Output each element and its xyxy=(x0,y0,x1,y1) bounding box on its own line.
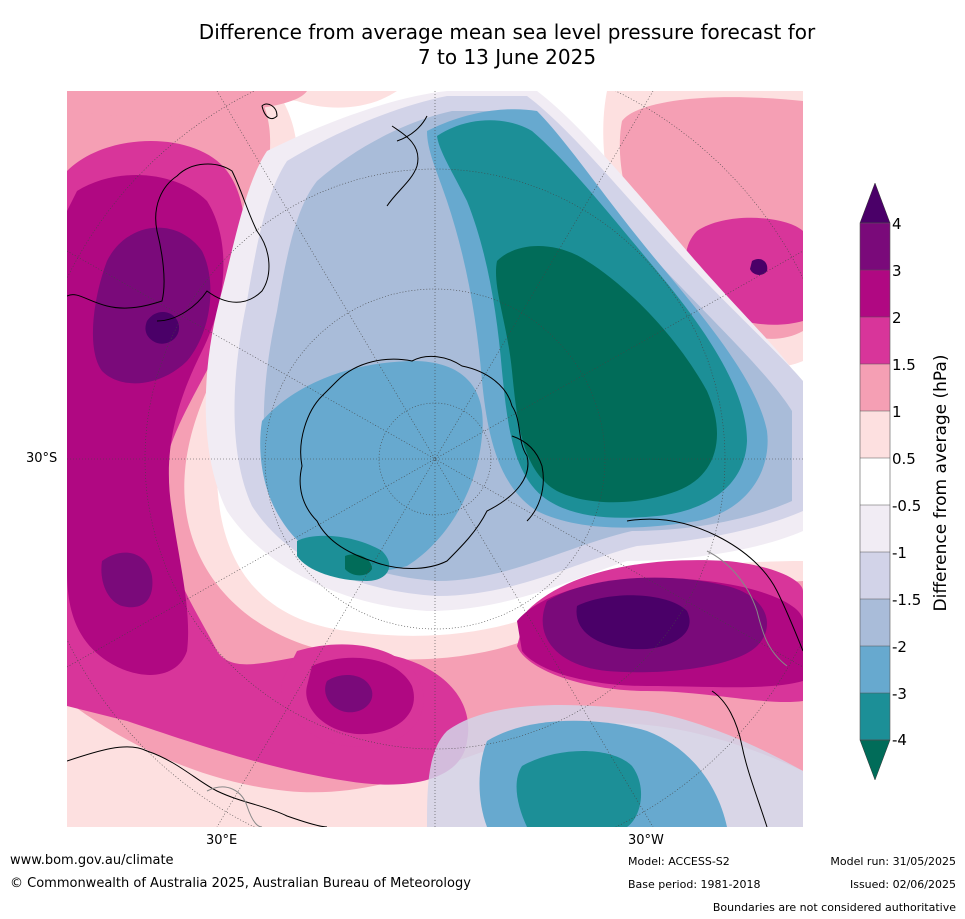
colorbar-tick-neg-1-5: -1.5 xyxy=(892,591,922,609)
colorbar-tick-0-5: 0.5 xyxy=(892,450,916,468)
contour-pos-3-west xyxy=(92,227,211,384)
issued-text: Issued: 02/06/2025 xyxy=(849,878,956,891)
colorbar-band-3-4 xyxy=(860,223,890,270)
colorbar-band-1-5-2 xyxy=(860,317,890,364)
contour-neg-2-south-land xyxy=(260,361,483,571)
colorbar-tick-neg-0-5: -0.5 xyxy=(892,497,922,515)
map-svg xyxy=(67,91,803,827)
copyright-text: © Commonwealth of Australia 2025, Austra… xyxy=(10,876,471,891)
contour-pos-4-east xyxy=(576,595,690,650)
australia-coastline xyxy=(67,163,270,322)
colorbar-tick-2: 2 xyxy=(892,309,902,327)
colorbar-band-2-3 xyxy=(860,270,890,317)
colorbar-tick-3: 3 xyxy=(892,262,902,280)
title-line-2: 7 to 13 June 2025 xyxy=(417,45,597,69)
antarctica-coastline xyxy=(299,355,529,569)
contour-pos-1-nw-band xyxy=(67,91,307,117)
map-title: Difference from average mean sea level p… xyxy=(67,20,947,70)
africa-coast xyxy=(67,746,328,827)
colorbar-tick-neg-2: -2 xyxy=(892,638,907,656)
colorbar-band-1-1-5 xyxy=(860,364,890,411)
contour-pos-3-sw xyxy=(101,552,153,608)
colorbar-band-neg-1-5-2 xyxy=(860,599,890,646)
contour-pos-4-ne xyxy=(750,259,768,275)
colorbar-band-neg-3-4 xyxy=(860,693,890,740)
africa-inland xyxy=(206,786,263,827)
new-zealand-coast xyxy=(386,125,419,207)
tasmania-coast xyxy=(261,103,278,119)
colorbar-extend-min xyxy=(859,739,891,781)
colorbar-tick-neg-1: -1 xyxy=(892,544,907,562)
colorbar-tick-1: 1 xyxy=(892,403,902,421)
contour-pos-3-south xyxy=(325,675,373,713)
new-zealand-north xyxy=(396,115,428,142)
colorbar-band-neutral xyxy=(860,458,890,505)
model-run-text: Model run: 31/05/2025 xyxy=(830,855,956,868)
longitude-label-30e: 30°E xyxy=(206,833,238,848)
colorbar-band-neg-0-5-1 xyxy=(860,505,890,552)
colorbar-band-neg-1-1-5 xyxy=(860,552,890,599)
contour-neg-4-sw xyxy=(345,554,372,576)
south-america-coast xyxy=(626,518,803,652)
website-link[interactable]: www.bom.gov.au/climate xyxy=(10,853,174,868)
model-text: Model: ACCESS-S2 xyxy=(628,855,730,868)
contour-pos-4-west xyxy=(145,311,180,344)
contour-neg-south-core xyxy=(516,751,642,827)
base-period-text: Base period: 1981-2018 xyxy=(628,878,761,891)
boundary-disclaimer: Boundaries are not considered authoritat… xyxy=(712,901,956,914)
colorbar-tick-neg-3: -3 xyxy=(892,685,907,703)
contour-neg-4-east xyxy=(495,246,717,503)
colorbar-tick-4: 4 xyxy=(892,215,902,233)
land-bottom-right xyxy=(711,690,768,827)
colorbar-band-neg-2-3 xyxy=(860,646,890,693)
graticule xyxy=(67,91,803,827)
title-line-1: Difference from average mean sea level p… xyxy=(198,20,816,44)
colorbar-tick-1-5: 1.5 xyxy=(892,356,916,374)
colorbar-extend-max xyxy=(859,183,891,224)
antarctic-peninsula xyxy=(511,435,544,522)
longitude-label-30w: 30°W xyxy=(628,833,664,848)
pressure-anomaly-map xyxy=(67,91,803,827)
colorbar xyxy=(859,183,891,781)
latitude-label-30s: 30°S xyxy=(26,451,58,466)
colorbar-band-0-5-1 xyxy=(860,411,890,458)
colorbar-tick-neg-4: -4 xyxy=(892,731,907,749)
south-america-inland xyxy=(706,550,788,667)
colorbar-title: Difference from average (hPa) xyxy=(931,354,951,612)
